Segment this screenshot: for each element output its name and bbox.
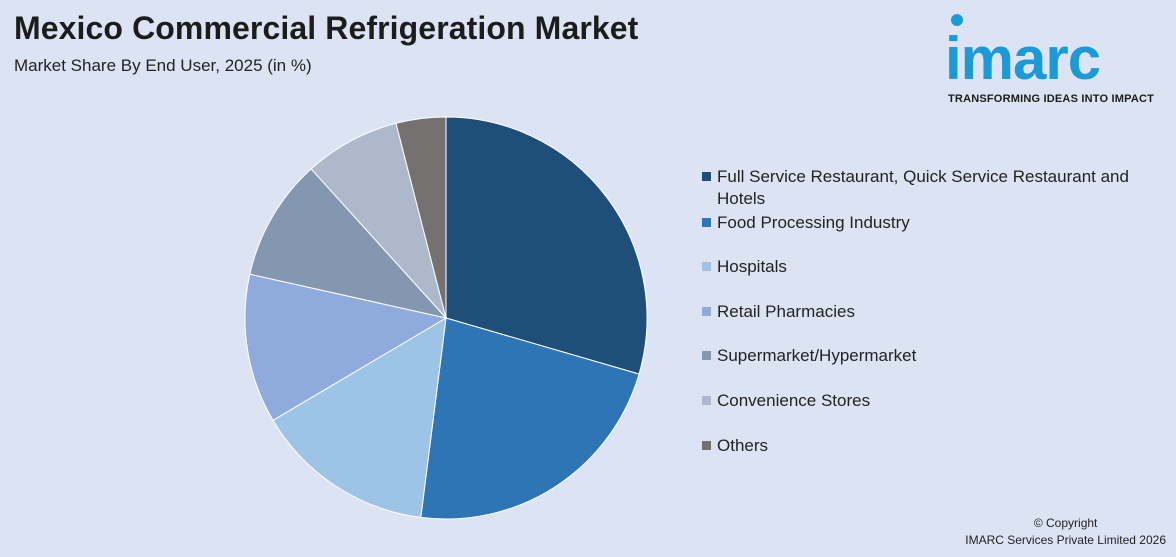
legend-item-1: Full Service Restaurant, Quick Service R… bbox=[702, 166, 1137, 210]
legend-label: Full Service Restaurant, Quick Service R… bbox=[717, 167, 1129, 208]
legend-item-7: Others bbox=[702, 435, 1137, 457]
copyright-line: © Copyright bbox=[1033, 516, 1098, 530]
imarc-logo: imarc TRANSFORMING IDEAS INTO IMPACT bbox=[945, 10, 1171, 110]
legend-swatch bbox=[702, 172, 711, 181]
logo-wordmark: imarc bbox=[945, 25, 1101, 92]
legend-swatch bbox=[702, 396, 711, 405]
pie-slice-2 bbox=[420, 317, 640, 520]
pie-slice-1 bbox=[445, 116, 648, 375]
legend-label: Convenience Stores bbox=[717, 391, 871, 410]
legend-label: Hospitals bbox=[717, 257, 787, 276]
chart-title: Mexico Commercial Refrigeration Market bbox=[14, 10, 639, 46]
logo-dot-icon bbox=[951, 14, 963, 26]
chart-subtitle: Market Share By End User, 2025 (in %) bbox=[14, 56, 312, 75]
legend-item-5: Supermarket/Hypermarket bbox=[702, 345, 1137, 367]
legend-label: Food Processing Industry bbox=[717, 213, 910, 232]
legend-swatch bbox=[702, 441, 711, 450]
legend-swatch bbox=[702, 307, 711, 316]
legend-item-2: Food Processing Industry bbox=[702, 212, 1137, 234]
legend-item-3: Hospitals bbox=[702, 256, 1137, 278]
legend-label: Supermarket/Hypermarket bbox=[717, 346, 917, 365]
copyright-notice: © Copyright IMARC Services Private Limit… bbox=[965, 515, 1166, 549]
legend-swatch bbox=[702, 351, 711, 360]
pie-slice-5 bbox=[249, 168, 448, 319]
copyright-company: IMARC Services Private Limited 2026 bbox=[965, 533, 1166, 547]
logo-tagline: TRANSFORMING IDEAS INTO IMPACT bbox=[948, 93, 1155, 105]
pie-slice-6 bbox=[310, 122, 447, 319]
legend-item-6: Convenience Stores bbox=[702, 390, 1137, 412]
pie-slice-3 bbox=[272, 317, 447, 518]
legend-swatch bbox=[702, 218, 711, 227]
legend-label: Others bbox=[717, 436, 769, 455]
pie-slice-7 bbox=[395, 116, 447, 319]
pie-slice-4 bbox=[244, 273, 448, 422]
legend-swatch bbox=[702, 262, 711, 271]
legend-label: Retail Pharmacies bbox=[717, 302, 855, 321]
legend-item-4: Retail Pharmacies bbox=[702, 301, 1137, 323]
